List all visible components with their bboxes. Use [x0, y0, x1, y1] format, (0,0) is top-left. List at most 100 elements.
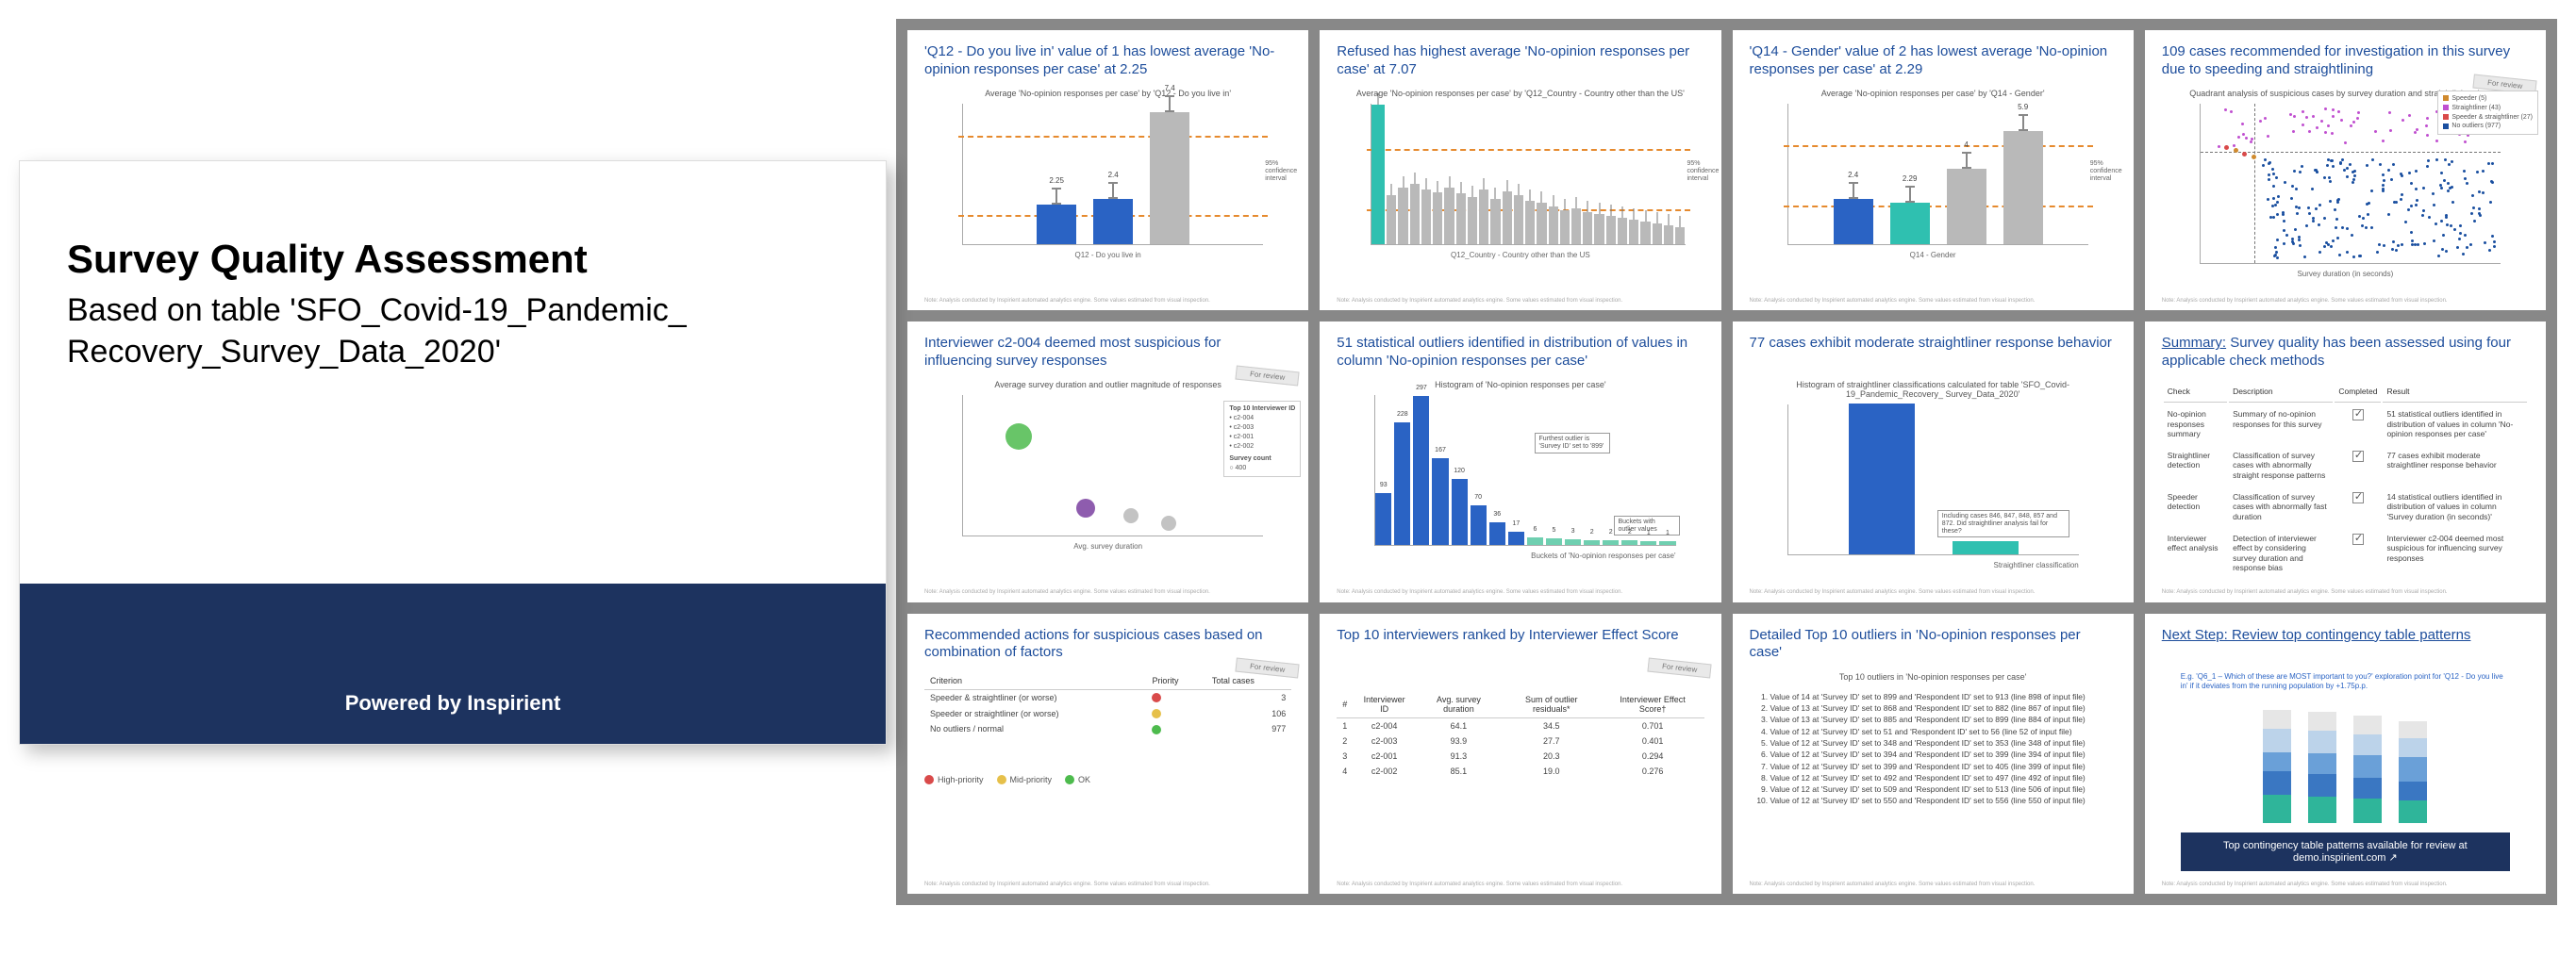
slide-title: 51 statistical outliers identified in di…	[1337, 335, 1703, 371]
ci-line-lower	[1784, 206, 2093, 207]
priority-table: CriterionPriorityTotal casesSpeeder & st…	[924, 672, 1291, 737]
country-bar	[1640, 222, 1650, 244]
bubble	[1076, 499, 1095, 518]
country-bar	[1549, 206, 1558, 244]
powered-by-label: Powered by Inspirient	[345, 691, 561, 716]
class-bar	[1849, 404, 1915, 554]
footnote: Note: Analysis conducted by Inspirient a…	[924, 882, 1291, 888]
list-subtitle: Top 10 outliers in 'No-opinion responses…	[1750, 672, 2117, 682]
ci-legend: 95% confidence interval	[1265, 160, 1303, 184]
x-axis-label: Survey duration (in seconds)	[2162, 270, 2529, 278]
checks-table: CheckDescriptionCompletedResultNo-opinio…	[2162, 380, 2529, 580]
country-bar	[1490, 199, 1500, 244]
slide-grid: 'Q12 - Do you live in' value of 1 has lo…	[896, 19, 2557, 905]
bubble-chart	[962, 395, 1263, 536]
chart-title: Average 'No-opinion responses per case' …	[1337, 89, 1703, 98]
slide-title: 'Q12 - Do you live in' value of 1 has lo…	[924, 43, 1291, 79]
country-bar	[1503, 191, 1512, 244]
footnote: Note: Analysis conducted by Inspirient a…	[2162, 298, 2529, 305]
callout-question: Including cases 846, 847, 848, 857 and 8…	[1937, 510, 2069, 537]
outlier-item: Value of 12 at 'Survey ID' set to 509 an…	[1770, 783, 2117, 795]
outlier-item: Value of 12 at 'Survey ID' set to 550 an…	[1770, 795, 2117, 806]
slide-summary-checks: Summary: Survey quality has been assesse…	[2145, 321, 2546, 602]
slide-interviewer-suspicious: Interviewer c2-004 deemed most suspiciou…	[907, 321, 1308, 602]
ci-legend: 95% confidence interval	[2090, 160, 2128, 184]
country-bar	[1410, 184, 1420, 244]
footnote: Note: Analysis conducted by Inspirient a…	[1750, 589, 2117, 596]
cta-band[interactable]: Top contingency table patterns available…	[2181, 832, 2510, 871]
outlier-item: Value of 12 at 'Survey ID' set to 394 an…	[1770, 749, 2117, 760]
x-axis-label: Buckets of 'No-opinion responses per cas…	[1337, 552, 1675, 560]
bar: 4	[1947, 169, 1986, 244]
histogram-bar: 2	[1621, 540, 1637, 545]
check-icon	[2352, 451, 2364, 462]
chart-title: Histogram of straightliner classificatio…	[1750, 380, 2117, 399]
stacked-bar	[2308, 712, 2336, 823]
bar: 2.4	[1093, 199, 1133, 244]
country-bar-chart: 95% confidence interval	[1371, 104, 1685, 245]
stacked-bar	[2399, 721, 2427, 823]
slide-title: Detailed Top 10 outliers in 'No-opinion …	[1750, 627, 2117, 663]
country-bar	[1468, 197, 1477, 244]
footnote: Note: Analysis conducted by Inspirient a…	[1750, 882, 2117, 888]
country-bar	[1653, 223, 1662, 244]
chart-title: Average survey duration and outlier magn…	[924, 380, 1291, 389]
histogram-bar: 167	[1432, 458, 1448, 545]
slide-next-step: Next Step: Review top contingency table …	[2145, 614, 2546, 894]
ci-line-upper	[1367, 149, 1689, 151]
x-axis-label: Q12_Country - Country other than the US	[1337, 251, 1703, 259]
bubble	[1161, 516, 1176, 531]
country-bar	[1398, 188, 1407, 244]
footnote: Note: Analysis conducted by Inspirient a…	[924, 298, 1291, 305]
bar: 7.4	[1150, 112, 1189, 244]
country-bar	[1421, 190, 1431, 244]
nextstep-caption: E.g. 'Q6_1 – Which of these are MOST imp…	[2181, 672, 2510, 692]
slide-histogram-51: 51 statistical outliers identified in di…	[1320, 321, 1720, 602]
outlier-item: Value of 12 at 'Survey ID' set to 492 an…	[1770, 772, 2117, 783]
histogram-bar: 36	[1489, 522, 1505, 545]
bubble	[1005, 423, 1032, 450]
slide-quadrant-109: 109 cases recommended for investigation …	[2145, 30, 2546, 310]
bar: 2.29	[1890, 203, 1930, 244]
callout-furthest: Furthest outlier is 'Survey ID' set to '…	[1535, 433, 1610, 453]
highlight-bar	[1371, 105, 1385, 244]
histogram-bar: 6	[1527, 537, 1543, 545]
x-axis-label: Avg. survey duration	[924, 542, 1291, 551]
check-icon	[2352, 534, 2364, 545]
interviewer-table: #Interviewer IDAvg. survey durationSum o…	[1337, 691, 1703, 779]
slide-q12-live-in: 'Q12 - Do you live in' value of 1 has lo…	[907, 30, 1308, 310]
histogram: Furthest outlier is 'Survey ID' set to '…	[1374, 395, 1675, 546]
slide-top-interviewers: Top 10 interviewers ranked by Interviewe…	[1320, 614, 1720, 894]
histogram-bar: 17	[1508, 532, 1524, 545]
stacked-bar	[2353, 716, 2382, 823]
country-bar	[1618, 218, 1627, 244]
footnote: Note: Analysis conducted by Inspirient a…	[1750, 298, 2117, 305]
bar-chart: 95% confidence interval 2.42.2945.9	[1787, 104, 2088, 245]
classification-bars: Including cases 846, 847, 848, 857 and 8…	[1787, 404, 2079, 555]
country-bar	[1571, 208, 1581, 244]
title-subtitle: Based on table 'SFO_Covid-19_Pandemic_ R…	[67, 289, 839, 372]
footnote: Note: Analysis conducted by Inspirient a…	[1337, 298, 1703, 305]
scatter-legend: Speeder (5)Straightliner (43)Speeder & s…	[2437, 91, 2538, 135]
slide-top10-outliers: Detailed Top 10 outliers in 'No-opinion …	[1733, 614, 2134, 894]
histogram-bar: 93	[1375, 493, 1391, 545]
ci-legend: 95% confidence interval	[1687, 160, 1721, 184]
histogram-bar: 70	[1471, 505, 1487, 545]
chart-title: Average 'No-opinion responses per case' …	[924, 89, 1291, 98]
footnote: Note: Analysis conducted by Inspirient a…	[2162, 882, 2529, 888]
bar: 2.25	[1037, 205, 1076, 244]
class-bar	[1953, 541, 2019, 554]
x-axis-label: Straightliner classification	[1750, 561, 2079, 569]
country-bar	[1479, 190, 1488, 244]
histogram-bar: 5	[1546, 538, 1562, 545]
country-bar	[1525, 201, 1535, 244]
histogram-bar: 2	[1584, 540, 1600, 545]
country-bar	[1675, 227, 1685, 244]
histogram-bar: 297	[1413, 396, 1429, 545]
country-bar	[1664, 225, 1673, 244]
histogram-bar: 1	[1640, 541, 1656, 545]
slide-title: 77 cases exhibit moderate straightliner …	[1750, 335, 2117, 371]
slide-recommended-actions: Recommended actions for suspicious cases…	[907, 614, 1308, 894]
bar: 5.9	[2003, 131, 2043, 244]
country-bar	[1537, 203, 1546, 244]
